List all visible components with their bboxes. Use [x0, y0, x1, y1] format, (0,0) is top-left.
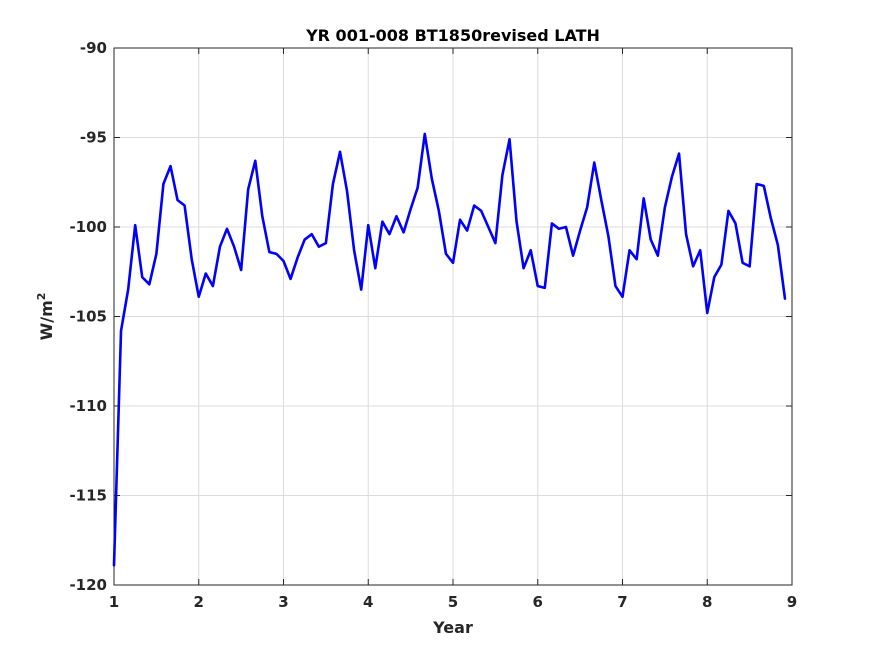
series-layer	[112, 132, 787, 567]
x-tick-label: 1	[109, 593, 119, 611]
y-axis-label-superscript: 2	[35, 293, 48, 301]
chart-title: YR 001-008 BT1850revised LATH	[305, 26, 600, 45]
series-line	[112, 132, 787, 567]
x-tick-label: 4	[363, 593, 373, 611]
x-tick-labels: 1 2 3 4 5 6 7 8 9	[109, 593, 797, 611]
y-axis-label-base: W/m	[37, 300, 56, 340]
y-tick-label: -110	[69, 397, 107, 415]
y-axis-label: W/m2	[35, 293, 56, 341]
x-tick-label: 9	[787, 593, 797, 611]
x-axis-label: Year	[432, 618, 473, 637]
x-tick-label: 6	[533, 593, 543, 611]
y-tick-label: -115	[69, 487, 107, 505]
x-tick-label: 3	[278, 593, 288, 611]
x-tick-label: 7	[617, 593, 627, 611]
y-tick-labels: -120 -115 -110 -105 -100 -95 -90	[69, 39, 107, 594]
x-tick-label: 2	[194, 593, 204, 611]
y-tick-label: -90	[80, 39, 107, 57]
x-tick-label: 8	[702, 593, 712, 611]
y-tick-label: -120	[69, 576, 107, 594]
y-tick-label: -105	[69, 308, 107, 326]
x-tick-label: 5	[448, 593, 458, 611]
y-tick-label: -95	[80, 129, 107, 147]
y-tick-label: -100	[69, 218, 107, 236]
grid	[113, 47, 793, 586]
